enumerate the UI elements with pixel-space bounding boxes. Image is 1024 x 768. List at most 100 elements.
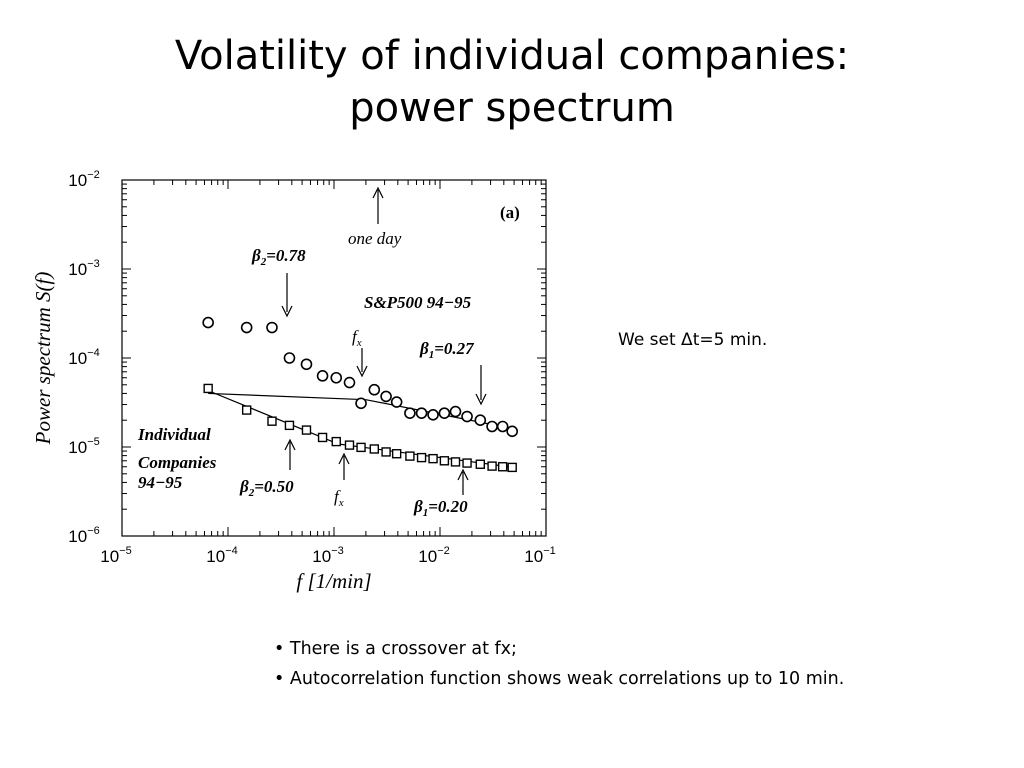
- sp500-data-point: [486, 420, 498, 433]
- individual-data-point: [405, 451, 415, 461]
- fx-upper-subscript: x: [356, 337, 362, 349]
- beta2-lower-value: =0.50: [254, 477, 294, 496]
- sp500-data-point: [474, 414, 487, 427]
- individual-data-point: [475, 459, 486, 469]
- beta2-upper-arrowhead: [281, 305, 293, 318]
- y-tick-exponent: −6: [87, 525, 100, 537]
- sp500-data-point: [380, 390, 392, 403]
- sp500-data-point: [415, 407, 428, 419]
- individual-data-point: [439, 456, 450, 466]
- individual-data-point: [428, 453, 438, 464]
- fx-upper-label: fx: [352, 327, 362, 349]
- sp500-data-point: [449, 405, 462, 418]
- y-axis-title: Power spectrum S(f): [31, 272, 55, 446]
- slide-title-line-1: Volatility of individual companies:: [174, 33, 850, 79]
- sp500-data-point: [390, 396, 403, 408]
- y-tick-label: 10−2: [68, 169, 99, 190]
- beta2-upper-symbol: β: [251, 246, 261, 265]
- individual-label-line-3: 94−95: [138, 473, 183, 492]
- x-tick-exponent: −1: [543, 545, 556, 557]
- sp500-data-point: [461, 410, 473, 423]
- beta1-lower-subscript: 1: [423, 507, 429, 519]
- y-tick-label: 10−3: [68, 258, 99, 279]
- individual-data-point: [369, 444, 380, 454]
- x-tick-base: 10: [312, 547, 331, 566]
- individual-data-point: [416, 452, 427, 463]
- bullet-item-crossover: • There is a crossover at fx;: [274, 639, 517, 659]
- one-day-label: one day: [348, 229, 402, 248]
- beta1-lower-value: =0.20: [428, 497, 468, 516]
- fx-lower-label: fx: [334, 487, 344, 509]
- y-tick-exponent: −2: [87, 169, 100, 181]
- y-tick-label: 10−5: [68, 436, 99, 457]
- y-tick-label: 10−4: [68, 347, 99, 368]
- sp500-data-point: [283, 352, 296, 364]
- x-tick-base: 10: [100, 547, 119, 566]
- x-tick-label: 10−4: [206, 545, 237, 566]
- x-tick-base: 10: [418, 547, 437, 566]
- x-tick-base: 10: [524, 547, 543, 566]
- power-spectrum-chart: 10−5 10−4 10−3 10−2 10−1 10−610−510−410−310−…: [31, 169, 556, 593]
- beta1-lower-arrowhead: [457, 468, 469, 481]
- sp500-data-point: [330, 371, 343, 384]
- y-tick-base: 10: [68, 527, 87, 546]
- x-tick-label: 10−3: [312, 545, 343, 566]
- individual-data-point: [241, 405, 252, 415]
- beta2-upper-subscript: 2: [260, 256, 267, 268]
- beta1-lower-label: β1=0.20: [413, 497, 468, 519]
- individual-data-point: [203, 383, 213, 394]
- axis-ticks: [121, 179, 547, 537]
- panel-label: (a): [500, 203, 520, 222]
- individual-label-line-2: Companies: [138, 453, 217, 472]
- y-tick-base: 10: [68, 438, 87, 457]
- x-axis-title: f [1/min]: [296, 569, 371, 593]
- fx-lower-f: f: [334, 487, 341, 506]
- sp500-data-point: [240, 321, 253, 334]
- x-tick-exponent: −4: [225, 545, 238, 557]
- slide-title: Volatility of individual companies: powe…: [0, 30, 1024, 134]
- x-tick-base: 10: [206, 547, 225, 566]
- y-tick-base: 10: [68, 260, 87, 279]
- individual-data-point: [381, 447, 391, 457]
- sp500-series-label: S&P500 94−95: [364, 293, 472, 312]
- beta2-lower-arrowhead: [284, 438, 296, 451]
- fx-lower-subscript: x: [338, 497, 344, 509]
- beta2-upper-value: =0.78: [266, 246, 306, 265]
- sp500-data-point: [266, 321, 278, 334]
- beta1-upper-value: =0.27: [434, 339, 475, 358]
- individual-data-point: [301, 425, 312, 435]
- fx-lower-arrowhead: [338, 452, 350, 465]
- sp500-data-point: [496, 420, 509, 433]
- y-tick-labels: 10−610−510−410−310−2: [68, 169, 99, 546]
- data-points: [202, 316, 519, 473]
- one-day-arrowhead: [372, 186, 384, 199]
- x-tick-exponent: −5: [119, 545, 132, 557]
- x-tick-label: 10−5: [100, 545, 131, 566]
- fx-upper-arrowhead: [356, 365, 368, 378]
- sp500-data-point: [368, 383, 381, 396]
- beta1-upper-label: β1=0.27: [419, 339, 475, 361]
- y-tick-exponent: −4: [87, 347, 100, 359]
- x-tick-labels: 10−5 10−4 10−3 10−2 10−1: [100, 545, 555, 566]
- sp500-data-point: [438, 407, 451, 419]
- sp500-data-point: [343, 376, 356, 389]
- individual-data-point: [356, 442, 366, 453]
- beta1-upper-arrowhead: [475, 393, 487, 406]
- y-tick-exponent: −3: [87, 258, 100, 270]
- individual-data-point: [267, 416, 277, 426]
- individual-data-point: [284, 420, 295, 431]
- beta1-upper-symbol: β: [419, 339, 429, 358]
- individual-data-point: [391, 449, 402, 459]
- y-tick-label: 10−6: [68, 525, 99, 546]
- sp500-data-point: [300, 358, 313, 371]
- individual-label-line-1: Individual: [137, 425, 211, 444]
- y-tick-base: 10: [68, 349, 87, 368]
- sp500-fit-line: [208, 392, 366, 401]
- sp500-data-point: [427, 409, 439, 421]
- delta-t-note: We set Δt=5 min.: [618, 330, 768, 350]
- sp500-data-point: [506, 425, 519, 438]
- slide-title-line-2: power spectrum: [349, 85, 675, 131]
- beta2-lower-subscript: 2: [248, 487, 255, 499]
- y-tick-exponent: −5: [87, 436, 100, 448]
- bullet-list: • There is a crossover at fx; • Autocorr…: [274, 634, 864, 694]
